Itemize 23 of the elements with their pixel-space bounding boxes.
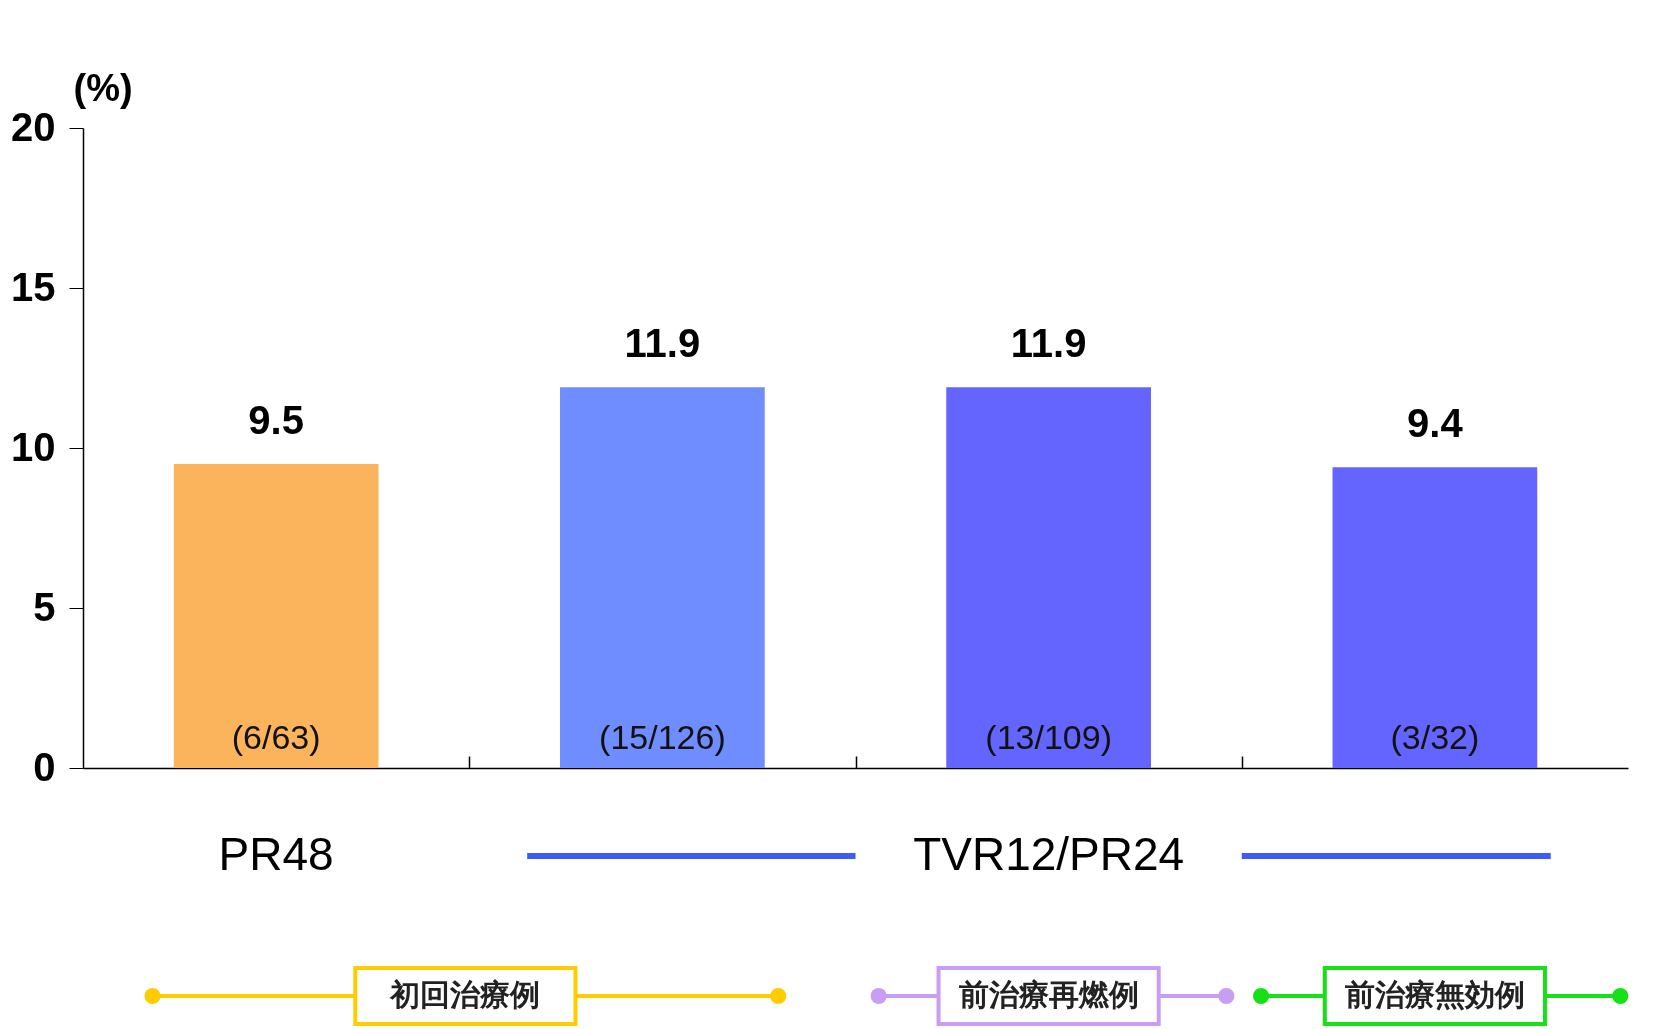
- text: 前治療無効例: [1344, 978, 1525, 1011]
- annotation: (3/32): [1390, 718, 1480, 756]
- text: 前治療再燃例: [958, 978, 1139, 1011]
- y-tick-label: 5: [33, 584, 56, 629]
- bar: [946, 387, 1151, 768]
- text: TVR12/PR24: [913, 828, 1185, 880]
- annotation: (6/63): [231, 718, 321, 756]
- data-label: 11.9: [1010, 321, 1087, 366]
- y-tick-label: 15: [11, 264, 56, 309]
- data-label: 9.4: [1407, 401, 1464, 446]
- bar: [560, 387, 765, 768]
- y-tick-label: 10: [11, 424, 56, 469]
- data-label: 11.9: [624, 321, 701, 366]
- y-tick-label: 20: [11, 104, 56, 149]
- bar: [173, 464, 379, 768]
- y-axis-title: (%): [73, 66, 133, 109]
- y-tick-label: 0: [33, 744, 56, 789]
- annotation: (13/109): [985, 718, 1112, 756]
- bar: [1332, 467, 1538, 768]
- data-label: 9.5: [248, 398, 304, 442]
- text: 初回治療例: [389, 978, 541, 1011]
- annotation: (15/126): [599, 718, 726, 756]
- text: PR48: [218, 828, 334, 880]
